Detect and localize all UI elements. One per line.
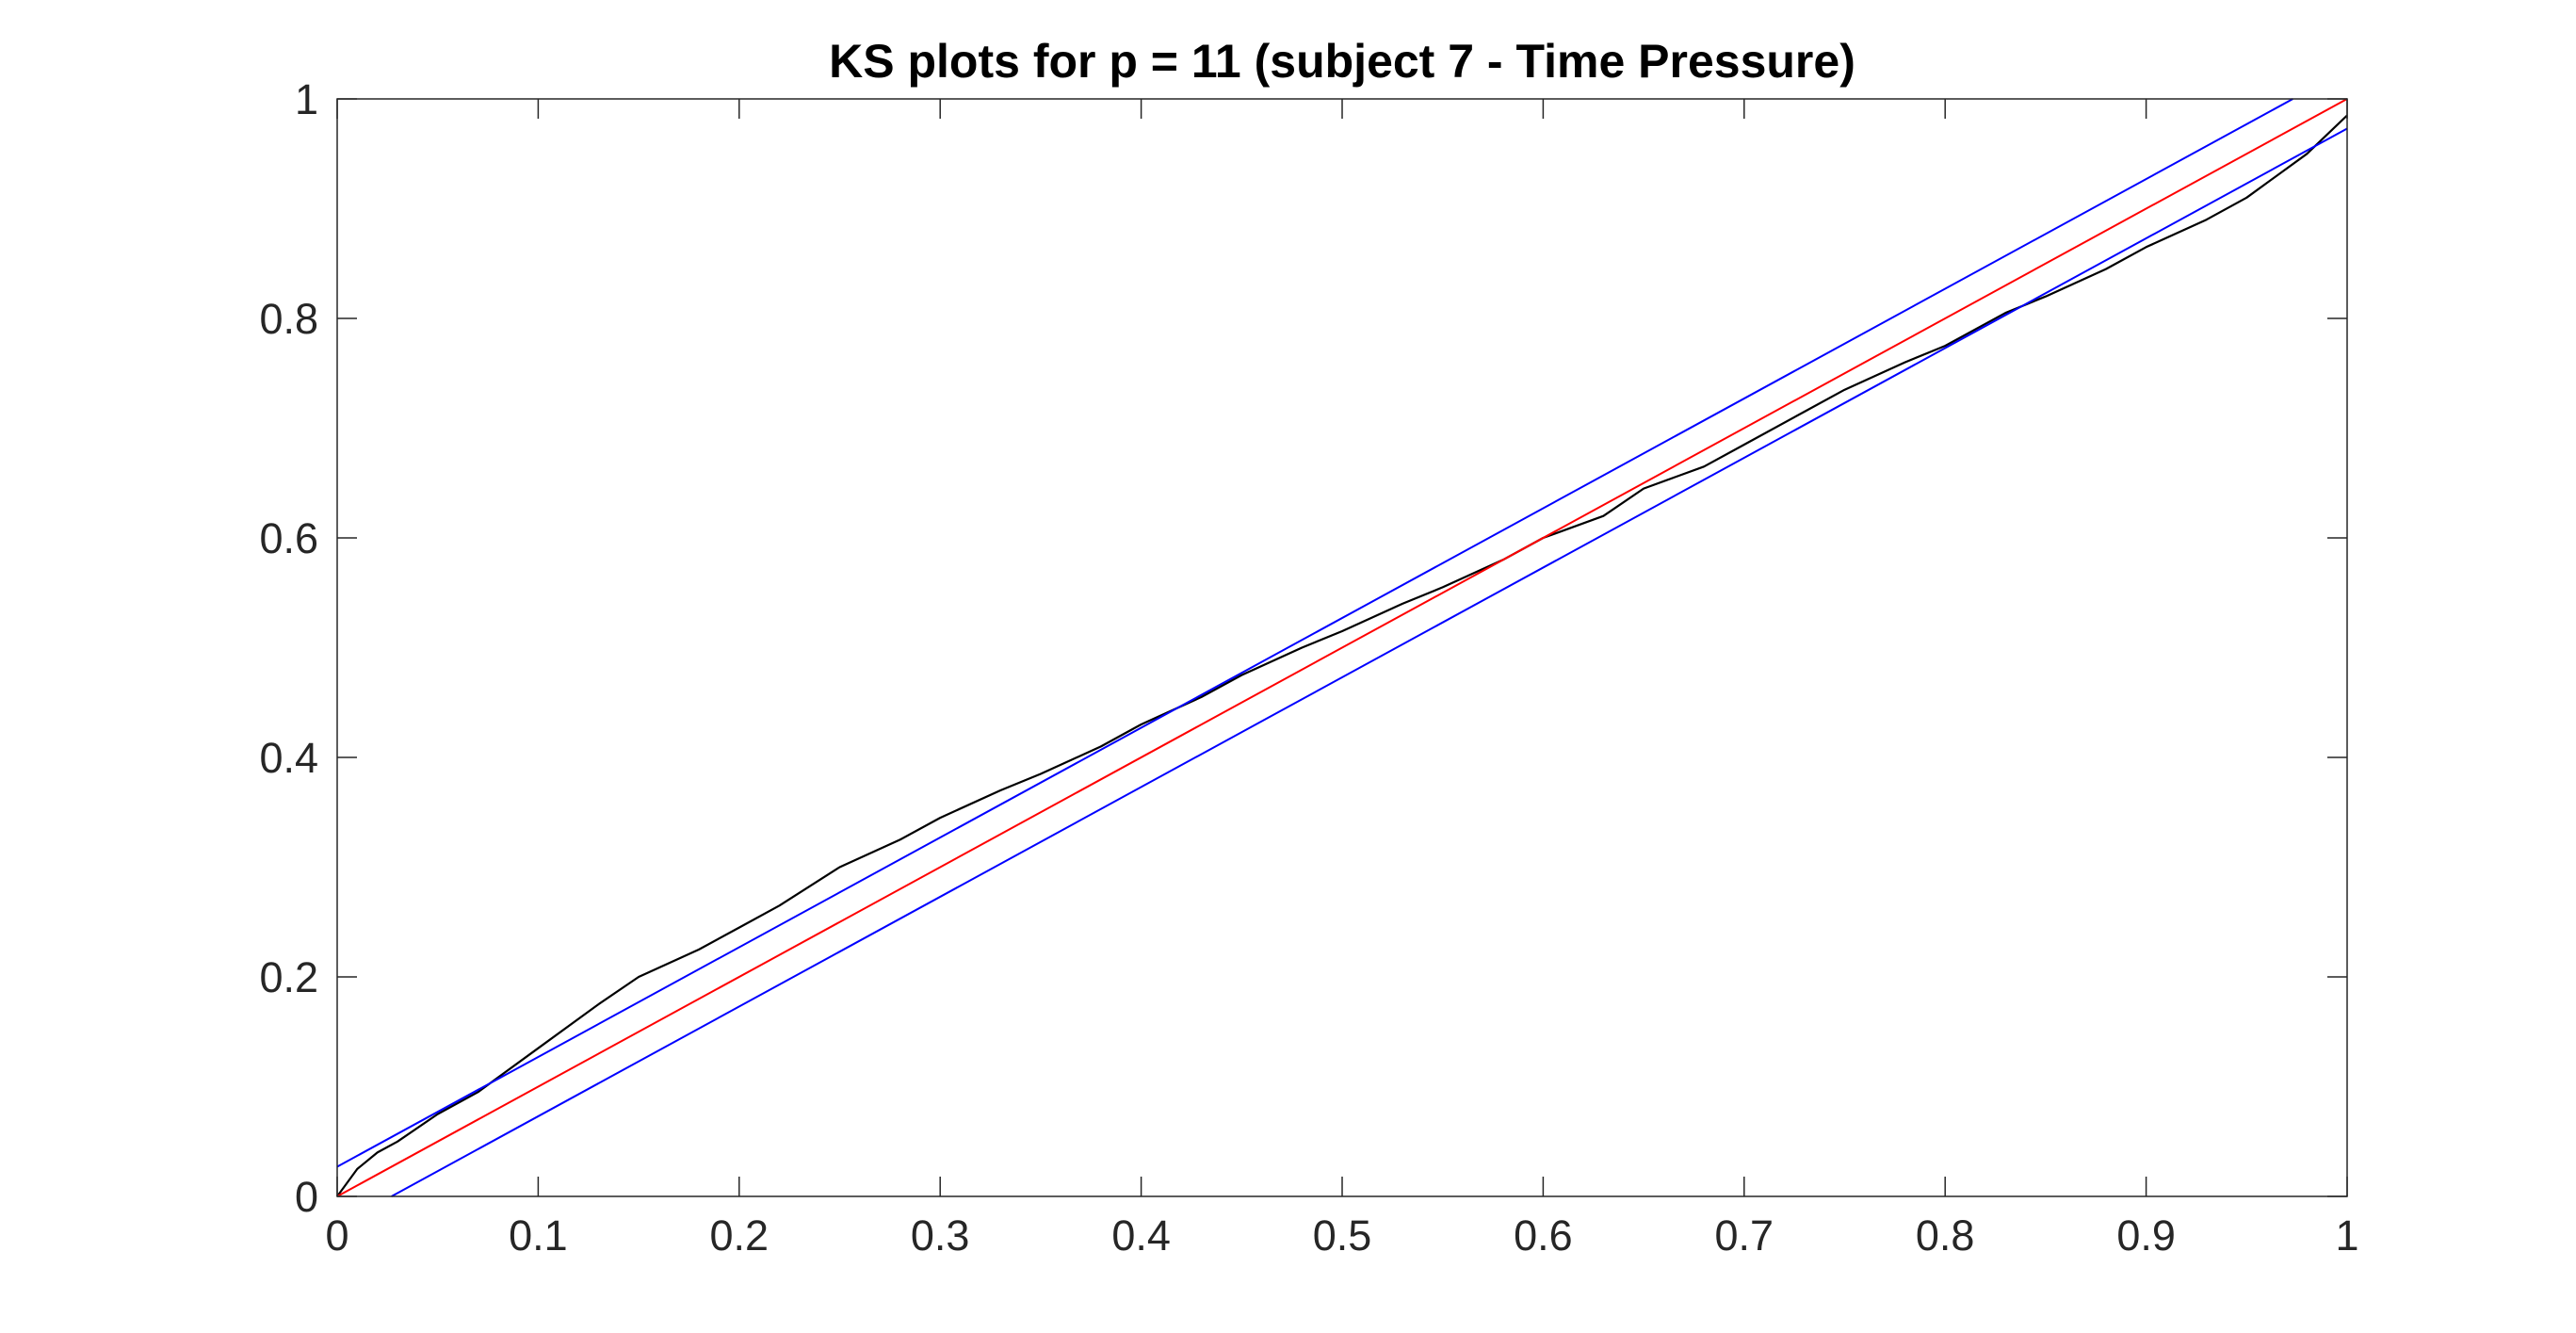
- x-tick-label: 1: [2335, 1211, 2358, 1260]
- x-tick-label: 0.5: [1313, 1211, 1372, 1260]
- x-tick-label: 0.8: [1916, 1211, 1975, 1260]
- y-tick-label: 0.4: [259, 734, 318, 782]
- x-tick-label: 0.1: [509, 1211, 568, 1260]
- y-tick-label: 0.2: [259, 953, 318, 1001]
- y-tick-label: 0: [295, 1173, 318, 1221]
- x-tick-label: 0.2: [710, 1211, 770, 1260]
- x-tick-label: 0.3: [911, 1211, 970, 1260]
- x-tick-label: 0.6: [1514, 1211, 1573, 1260]
- y-tick-label: 0.8: [259, 295, 318, 343]
- x-tick-label: 0.9: [2116, 1211, 2176, 1260]
- x-tick-label: 0.4: [1111, 1211, 1171, 1260]
- chart-title: KS plots for p = 11 (subject 7 - Time Pr…: [829, 35, 1855, 88]
- x-tick-label: 0: [325, 1211, 348, 1260]
- y-tick-label: 0.6: [259, 514, 318, 562]
- y-tick-label: 1: [295, 75, 318, 123]
- x-tick-label: 0.7: [1715, 1211, 1774, 1260]
